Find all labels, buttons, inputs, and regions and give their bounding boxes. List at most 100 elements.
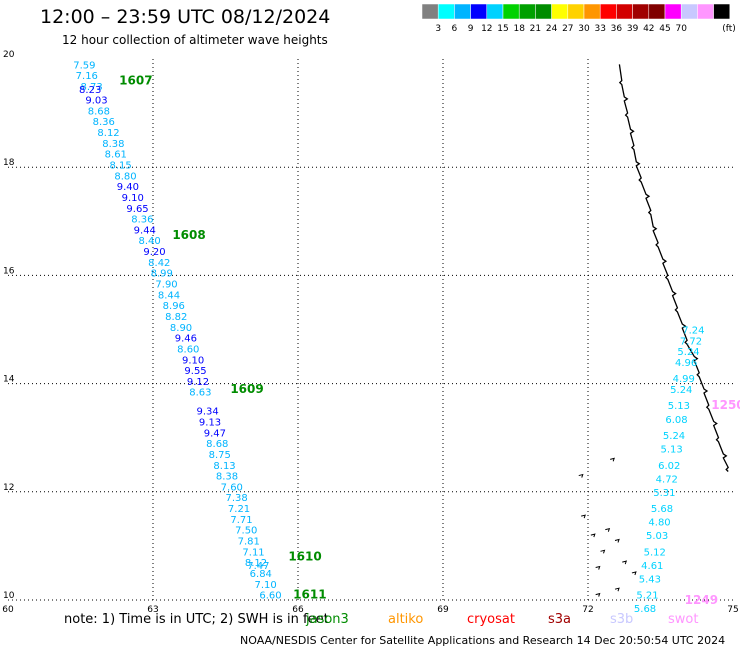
- legend-swatch: [632, 3, 650, 20]
- legend-swatch: [697, 3, 714, 20]
- lat-tick-label: 12: [3, 483, 14, 493]
- swh-label: 5.43: [639, 574, 661, 585]
- swh-label: 9.03: [85, 96, 107, 107]
- legend-tick-label: 15: [497, 24, 508, 34]
- swh-label: 4.72: [656, 474, 678, 485]
- swh-label: 8.12: [245, 558, 267, 569]
- legend-swatch: [421, 3, 439, 20]
- legend-tick-label: 45: [659, 24, 670, 34]
- swh-label: 4.96: [675, 358, 697, 369]
- swh-label: 6.84: [250, 569, 272, 580]
- swh-label: 7.21: [228, 504, 250, 515]
- swh-label: 7.81: [238, 536, 260, 547]
- swh-label: 6.08: [665, 415, 687, 426]
- legend-swatch: [502, 3, 520, 20]
- legend-unit: (ft): [722, 24, 736, 34]
- swh-label: 9.46: [175, 334, 197, 345]
- swh-label: 8.68: [206, 439, 228, 450]
- swh-label: 5.68: [651, 504, 673, 515]
- swh-label: 8.12: [97, 128, 119, 139]
- island-mark: [622, 560, 628, 565]
- lat-tick-label: 18: [3, 158, 15, 168]
- swh-label: 5.12: [644, 547, 666, 558]
- satellite-jason3: jason3: [306, 612, 349, 627]
- swh-label: 7.90: [155, 280, 177, 291]
- legend-swatch: [583, 3, 601, 20]
- legend-swatch: [599, 3, 617, 20]
- legend-tick-label: 3: [435, 24, 441, 34]
- legend-swatch: [470, 3, 488, 20]
- swh-label: 5.31: [653, 488, 675, 499]
- legend-swatch: [713, 3, 731, 20]
- lon-tick-label: 60: [2, 605, 14, 615]
- swh-label: 7.59: [73, 60, 95, 71]
- track-time-label: 1249: [685, 593, 718, 607]
- track-time-label: 1607: [119, 74, 152, 88]
- swh-label: 8.44: [158, 290, 180, 301]
- swh-label: 8.63: [189, 388, 211, 399]
- satellite-s3a: s3a: [548, 612, 572, 627]
- swh-label: 8.36: [131, 215, 153, 226]
- swh-label: 9.12: [187, 377, 209, 388]
- swh-label: 7.16: [76, 71, 98, 82]
- swh-label: 8.42: [148, 258, 170, 269]
- swh-label: 6.60: [259, 591, 281, 602]
- swh-label: 4.80: [648, 518, 670, 529]
- legend-swatch: [535, 3, 552, 20]
- legend-swatch: [454, 3, 471, 20]
- swh-label: 7.10: [255, 580, 277, 591]
- legend-swatch: [518, 3, 536, 20]
- lat-tick-label: 16: [3, 266, 15, 276]
- swh-label: 5.24: [663, 431, 685, 442]
- swh-label: 9.55: [184, 366, 206, 377]
- legend-swatch: [567, 3, 585, 20]
- swh-label: 7.47: [247, 561, 269, 572]
- swh-label: 8.73: [81, 82, 103, 93]
- swh-label: 8.38: [102, 139, 124, 150]
- swh-label: 9.10: [182, 355, 204, 366]
- legend-swatch: [680, 3, 698, 20]
- lon-tick-label: 69: [437, 605, 449, 615]
- legend-tick-label: 9: [468, 24, 474, 34]
- track-time-label: 1611: [293, 588, 326, 602]
- track-time-label: 1610: [288, 550, 321, 564]
- island-mark: [614, 538, 620, 543]
- swh-label: 8.13: [213, 461, 235, 472]
- lat-tick-label: 20: [3, 50, 15, 60]
- swh-label: 5.21: [636, 591, 658, 602]
- legend-swatch: [486, 3, 504, 20]
- swh-label: 7.72: [680, 336, 702, 347]
- track-time-label: 1608: [172, 228, 205, 242]
- track-time-label: 1609: [230, 382, 263, 396]
- island-mark: [631, 571, 637, 576]
- legend-tick-label: 18: [513, 24, 525, 34]
- swh-label: 8.90: [170, 323, 192, 334]
- legend-tick-label: 6: [452, 24, 458, 34]
- swh-label: 9.65: [126, 204, 148, 215]
- note-text: note: 1) Time is in UTC; 2) SWH is in fe…: [64, 612, 329, 627]
- legend-tick-label: 12: [481, 24, 492, 34]
- island-mark: [595, 592, 601, 597]
- satellite-s3b: s3b: [610, 612, 634, 627]
- island-mark: [610, 457, 615, 462]
- swh-label: 7.60: [221, 482, 243, 493]
- swh-value-labels: 7.597.168.738.239.038.688.368.128.388.61…: [73, 60, 740, 615]
- legend-tick-label: 42: [643, 24, 654, 34]
- legend-tick-label: 33: [594, 24, 605, 34]
- lon-tick-label: 63: [147, 605, 158, 615]
- legend-swatch: [648, 3, 666, 20]
- lon-tick-label: 66: [292, 605, 304, 615]
- island-mark: [578, 473, 584, 478]
- swh-label: 9.47: [204, 428, 226, 439]
- swh-label: 7.38: [226, 493, 248, 504]
- legend-tick-label: 21: [530, 24, 541, 34]
- legend-swatch: [616, 3, 633, 20]
- coastline: [578, 64, 729, 597]
- legend-swatch: [551, 3, 569, 20]
- legend-tick-label: 70: [675, 24, 687, 34]
- island-mark: [590, 533, 596, 538]
- lon-tick-label: 72: [582, 605, 593, 615]
- island-mark: [614, 587, 620, 592]
